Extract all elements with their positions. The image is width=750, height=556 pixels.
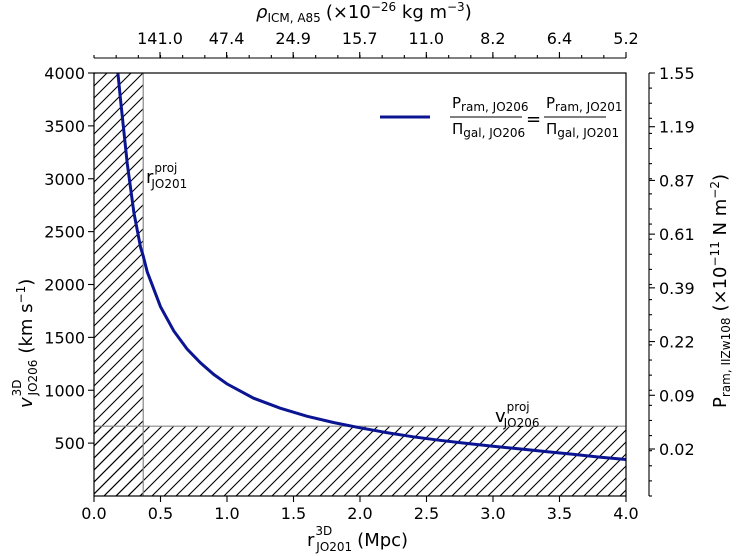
x-axis-label: r3D JO201 (Mpc) <box>307 524 408 554</box>
x-tick-label: 2.0 <box>347 504 372 523</box>
top-tick-label: 6.4 <box>547 29 572 48</box>
x-tick-label: 0.5 <box>148 504 173 523</box>
hatch-region-r-proj <box>94 73 144 496</box>
legend: Pram, JO206 Πgal, JO206 = Pram, JO201 Πg… <box>380 94 623 140</box>
y-tick-label: 2000 <box>44 276 85 295</box>
y-tick-label: 3000 <box>44 170 85 189</box>
legend-den-right: Πgal, JO201 <box>546 120 619 140</box>
x-tick-label: 1.0 <box>214 504 239 523</box>
right-tick-label: 0.09 <box>659 386 695 405</box>
hatch-region-v-proj <box>94 426 626 496</box>
right-tick-label: 1.19 <box>659 118 695 137</box>
legend-equals: = <box>526 109 541 130</box>
right-tick-label: 0.39 <box>659 279 695 298</box>
top-axis-label: ρICM, A85 (×10−26 kg m−3) <box>256 0 472 25</box>
x-ticks: 0.0 0.5 1.0 1.5 2.0 2.5 3.0 3.5 4.0 <box>81 496 639 523</box>
y-tick-label: 3500 <box>44 117 85 136</box>
right-ticks: 0.02 0.09 0.22 0.39 0.61 0.87 1.19 1.55 <box>649 64 695 497</box>
y-axis-label: v3D JO206(km s−1) <box>10 279 40 408</box>
series-line <box>116 73 626 461</box>
x-tick-label: 2.5 <box>414 504 439 523</box>
legend-num-left: Pram, JO206 <box>452 94 529 114</box>
x-tick-label: 3.5 <box>547 504 572 523</box>
top-tick-label: 24.9 <box>275 29 311 48</box>
y-tick-label: 1000 <box>44 381 85 400</box>
top-tick-label: 5.2 <box>613 29 638 48</box>
hatch-regions <box>94 73 626 496</box>
right-tick-label: 0.02 <box>659 440 695 459</box>
y-ticks: 500 1000 1500 2000 2500 3000 3500 4000 <box>44 64 94 453</box>
y-tick-label: 4000 <box>44 64 85 83</box>
right-tick-label: 1.55 <box>659 64 695 83</box>
y-tick-label: 2500 <box>44 223 85 242</box>
x-tick-label: 0.0 <box>81 504 106 523</box>
top-tick-label: 15.7 <box>342 29 378 48</box>
annotation-r-proj: rproj JO201 <box>146 161 187 191</box>
y-tick-label: 500 <box>54 434 85 453</box>
legend-num-right: Pram, JO201 <box>546 94 623 114</box>
right-tick-label: 0.87 <box>659 171 695 190</box>
annotation-v-proj: vproj JO206 <box>495 400 540 430</box>
x-tick-label: 1.5 <box>281 504 306 523</box>
x-tick-label: 4.0 <box>613 504 638 523</box>
top-ticks: 141.0 47.4 24.9 15.7 11.0 8.2 6.4 5.2 <box>93 29 639 58</box>
right-axis-label: Pram, IIZw108(×10−11 N m−2) <box>708 174 733 408</box>
right-tick-label: 0.61 <box>659 225 695 244</box>
top-tick-label: 8.2 <box>480 29 505 48</box>
right-tick-label: 0.22 <box>659 333 695 352</box>
top-tick-label: 141.0 <box>137 29 183 48</box>
legend-den-left: Πgal, JO206 <box>452 120 525 140</box>
top-tick-label: 11.0 <box>408 29 444 48</box>
top-tick-label: 47.4 <box>209 29 245 48</box>
y-tick-label: 1500 <box>44 328 85 347</box>
x-tick-label: 3.0 <box>480 504 505 523</box>
